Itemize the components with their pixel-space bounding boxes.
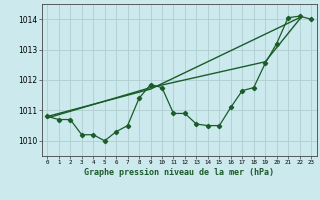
X-axis label: Graphe pression niveau de la mer (hPa): Graphe pression niveau de la mer (hPa) (84, 168, 274, 177)
